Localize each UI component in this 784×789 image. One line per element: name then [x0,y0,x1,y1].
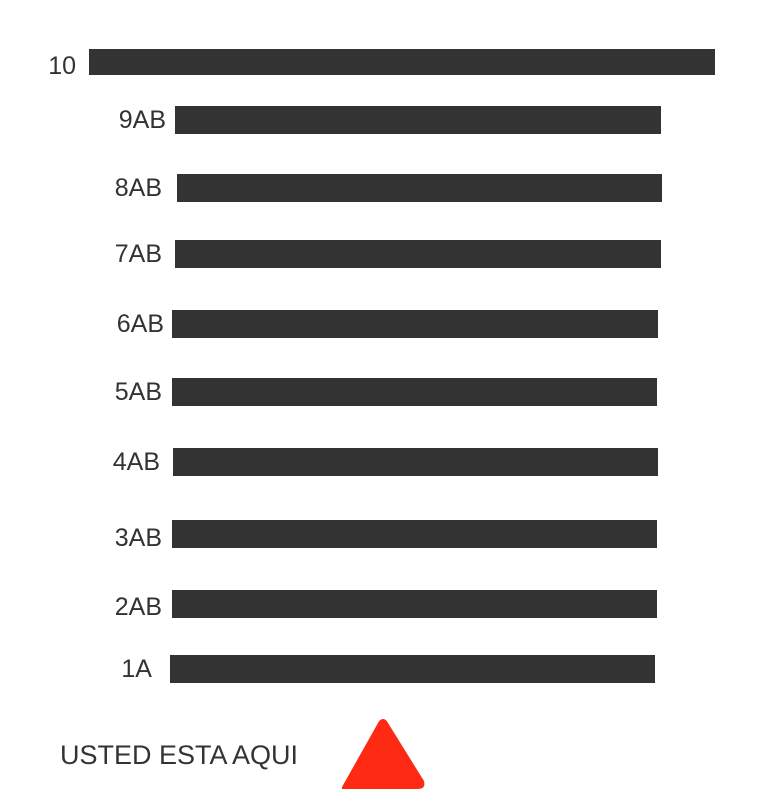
floor-label: 7AB [114,240,162,268]
floor-label: 5AB [114,378,162,406]
floor-label: 3AB [114,524,162,552]
floor-bar [175,240,661,268]
floor-label: 2AB [114,593,162,621]
floor-row-5ab: 5AB [0,378,784,406]
floor-label: 10 [48,52,76,80]
floor-label: 9AB [118,106,166,134]
floor-bar [177,174,662,202]
floor-row-7ab: 7AB [0,240,784,268]
floor-label: 1A [121,655,152,683]
floor-label: 6AB [116,310,164,338]
floor-bar [172,310,658,338]
floor-bar [172,378,657,406]
red-triangle-icon [342,719,425,789]
floor-row-4ab: 4AB [0,448,784,476]
floor-row-2ab: 2AB [0,590,784,621]
floor-bar [172,520,657,548]
floor-bar [175,106,661,134]
floor-row-10: 10 [0,48,784,80]
floor-row-3ab: 3AB [0,520,784,552]
you-are-here-label: USTED ESTA AQUI [60,740,299,770]
floor-bar [173,448,658,476]
floor-row-9ab: 9AB [0,106,784,134]
floor-row-1a: 1A [0,655,784,683]
floor-bar [170,655,655,683]
marker-shape [342,719,425,789]
floor-label: 4AB [112,448,160,476]
floor-row-6ab: 6AB [0,310,784,338]
floor-label: 8AB [114,174,162,202]
floor-row-8ab: 8AB [0,174,784,202]
floor-bar [89,49,715,75]
floor-bar [172,590,657,618]
